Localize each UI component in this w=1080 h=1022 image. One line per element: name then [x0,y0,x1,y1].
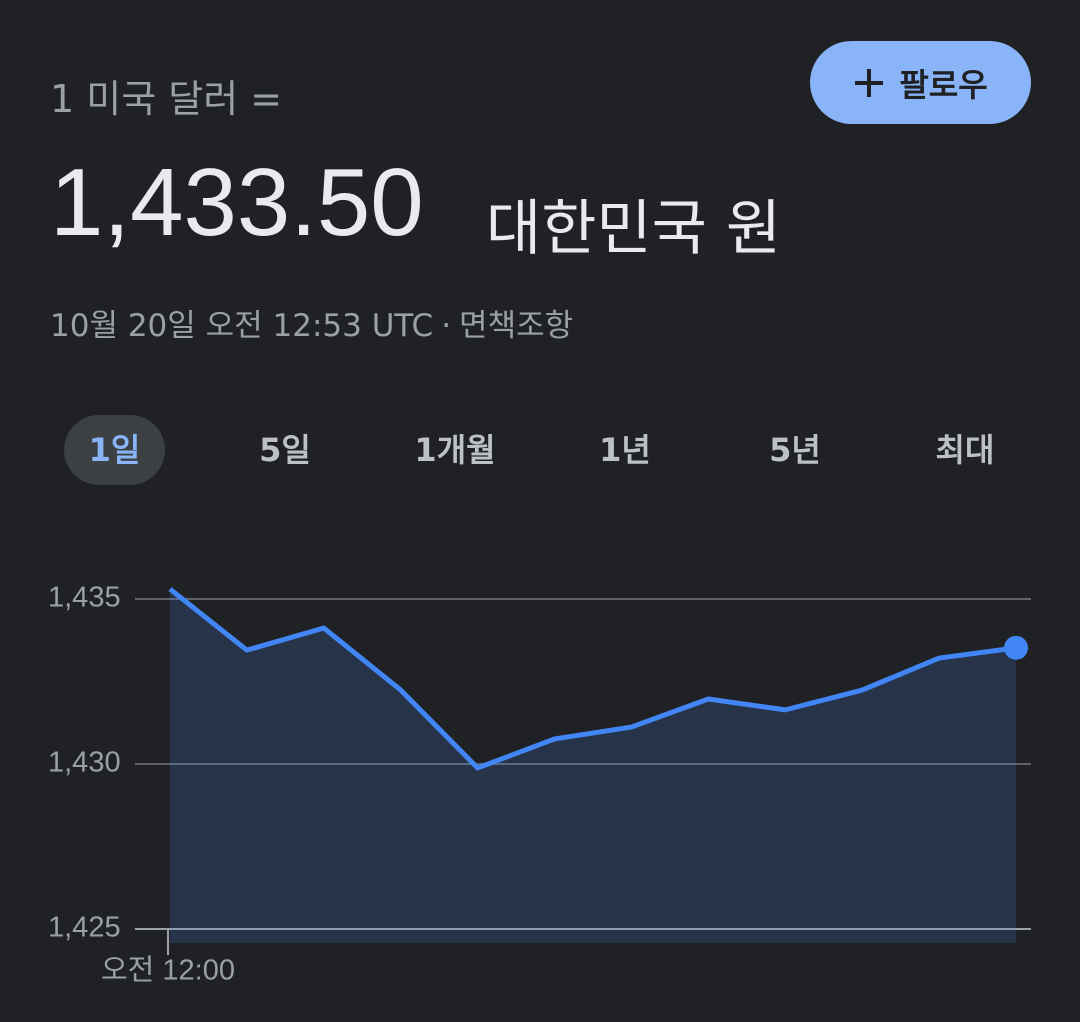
meta: 10월 20일 오전 12:53 UTC · 면책조항 [50,300,581,345]
y-tick-label: 1,430 [48,747,121,779]
plus-icon [855,68,884,97]
base-label: 1 미국 달러 = [50,77,283,121]
area [170,589,1016,943]
range-tab[interactable]: 5일 [259,431,311,469]
timestamp: 10월 20일 오전 12:53 UTC [50,308,434,344]
range-tab[interactable]: 1개월 [414,431,496,469]
disclaimer[interactable]: 면책조항 [459,308,574,344]
currency: 대한민국 원 [486,194,782,264]
range-tab[interactable]: 5년 [769,431,821,469]
end-dot [1004,635,1028,660]
range-tab[interactable]: 최대 [935,431,995,469]
line [168,587,1017,771]
y-tick-label: 1,425 [48,912,121,944]
y-tick-label: 1,435 [48,582,121,614]
rate: 1,433.50 [50,149,424,256]
follow-label: 팔로우 [899,65,988,104]
range-tab[interactable]: 1년 [599,431,651,469]
x-tick-label: 오전 12:00 [101,955,235,987]
separator: · [441,308,452,344]
range-tab[interactable]: 1일 [64,415,165,485]
follow-button[interactable]: 팔로우 [810,41,1031,124]
